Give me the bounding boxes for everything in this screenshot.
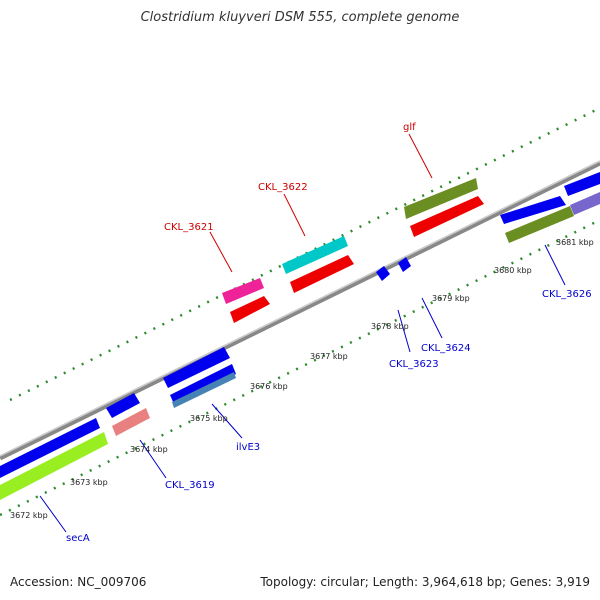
connector-ckl3619 [139,439,167,479]
tick-label: 3678 kbp [371,322,409,331]
label-seca[interactable]: secA [66,533,90,544]
connector-ilve3 [211,403,243,439]
tick-label: 3677 kbp [310,352,348,361]
connector-glf [408,133,433,179]
connector-ckl3623 [397,309,411,353]
gene-blue-right-1[interactable] [500,196,566,224]
gene-ckl3624[interactable] [398,257,411,272]
tick-label: 3676 kbp [250,382,288,391]
connector-ckl3624 [421,297,443,339]
label-ckl3624[interactable]: CKL_3624 [421,343,471,354]
gene-ckl3621-outer[interactable] [222,278,264,304]
connector-seca [39,495,67,533]
gene-ilve3[interactable] [172,372,236,408]
label-ckl3623[interactable]: CKL_3623 [389,359,439,370]
gene-blue-mid-2[interactable] [170,364,236,404]
gene-ckl3621-red[interactable] [230,296,270,323]
gene-glf[interactable] [404,178,478,219]
tick-label: 3673 kbp [70,478,108,487]
gene-seca-lime[interactable] [0,432,108,500]
inner-dotted-track [0,218,600,517]
topology-text: Topology: circular; Length: 3,964,618 bp… [260,575,590,589]
gene-blue-left-outer[interactable] [0,418,100,478]
connector-ckl3621 [209,231,233,273]
gene-ckl3623[interactable] [376,266,390,281]
label-ckl3626[interactable]: CKL_3626 [542,289,592,300]
map-title: Clostridium kluyveri DSM 555, complete g… [140,10,460,25]
tick-label: 3681 kbp [556,238,594,247]
gene-red-glf-pair[interactable] [410,196,484,237]
gene-blue-mid-1[interactable] [163,347,230,388]
tick-label: 3672 kbp [10,511,48,520]
gene-ckl3619[interactable] [112,408,150,436]
label-ckl3621[interactable]: CKL_3621 [164,222,214,233]
gene-blue-right-2[interactable] [564,172,600,196]
label-ckl3619[interactable]: CKL_3619 [165,480,215,491]
label-ilve3[interactable]: ilvE3 [236,442,260,453]
gene-blue-small[interactable] [106,393,140,418]
gene-ckl3626[interactable] [505,206,574,243]
label-glf[interactable]: glf [403,122,416,133]
gene-purple-right[interactable] [570,192,600,215]
genome-backbone [0,160,600,461]
tick-label: 3680 kbp [494,266,532,275]
label-ckl3622[interactable]: CKL_3622 [258,182,308,193]
gene-ckl3622-red[interactable] [290,255,354,293]
connector-ckl3626 [544,244,566,286]
connector-ckl3622 [283,193,306,237]
tick-label: 3675 kbp [190,414,228,423]
tick-label: 3674 kbp [130,445,168,454]
tick-label: 3679 kbp [432,294,470,303]
gene-ckl3622-outer[interactable] [282,236,348,274]
genome-backbone-highlight [0,160,600,457]
accession-text: Accession: NC_009706 [10,575,147,589]
